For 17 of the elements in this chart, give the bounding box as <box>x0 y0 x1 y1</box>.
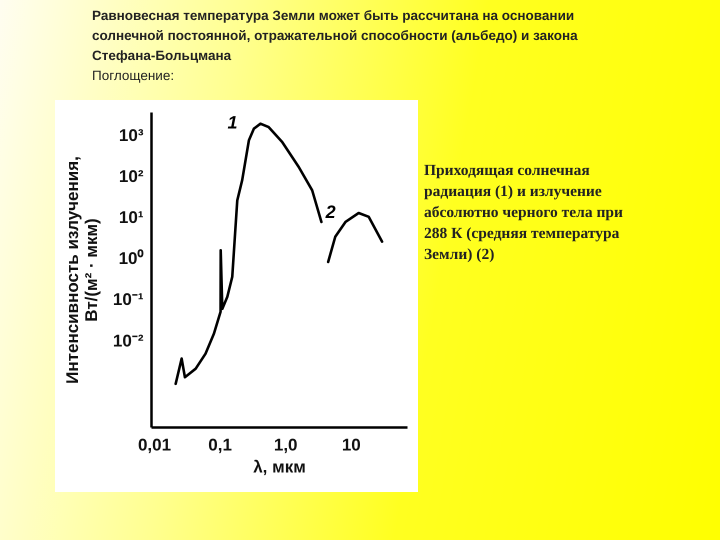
x-tick-label: 10 <box>342 436 361 454</box>
x-tick-label: 0,01 <box>138 436 172 454</box>
series-label: 2 <box>324 202 336 222</box>
series-label: 1 <box>227 112 238 133</box>
chart-title: Равновесная температура Земли может быть рассчитана на основании солнечной постоянной, отражательной способности (альбедо) и закона Стефана-Больцмана <box>92 7 579 65</box>
x-axis-title: λ, мкм <box>253 458 306 476</box>
chart-subtitle: Поглощение: <box>92 67 176 85</box>
text: Приходящая солнечная радиация (1) и излучение абсолютно черного тела при 288 К (средняя температура Земли) (2) <box>424 161 624 265</box>
y-tick-label: 10⁻¹ <box>112 290 144 310</box>
x-tick-label: 1,0 <box>274 436 298 454</box>
y-tick-label: 10⁰ <box>118 249 144 268</box>
y-tick-label: 10⁻² <box>112 331 144 350</box>
y-axis-title: Интенсивность излучения, Вт/(м² · мкм) <box>62 156 101 384</box>
y-tick-label: 10¹ <box>118 208 144 228</box>
x-tick-label: 0,1 <box>208 436 232 454</box>
y-tick-label: 10² <box>118 166 144 186</box>
y-tick-label: 10³ <box>118 126 144 145</box>
